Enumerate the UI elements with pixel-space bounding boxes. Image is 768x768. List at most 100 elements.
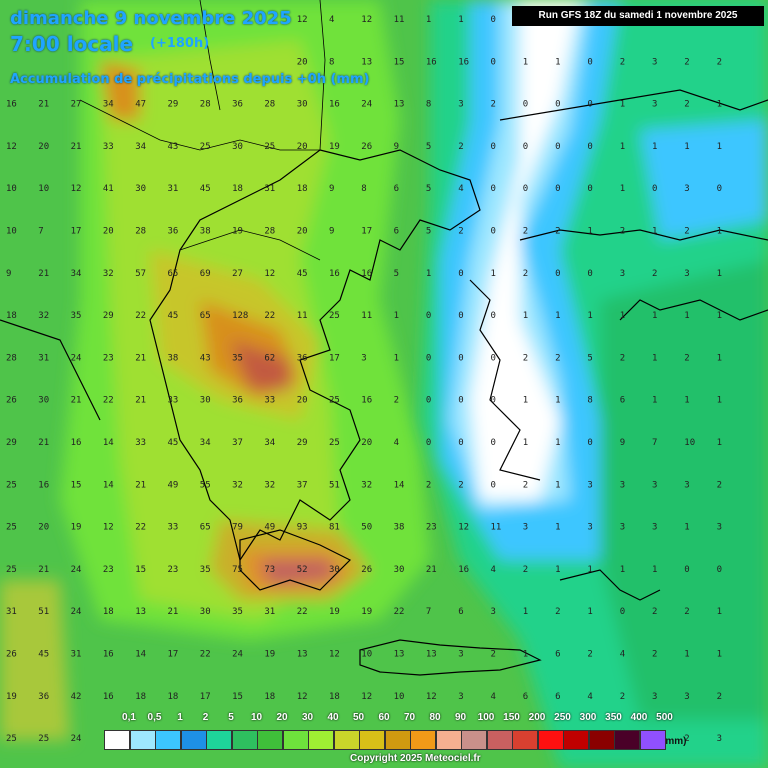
grid-value: 1 (620, 565, 625, 575)
legend-label: 0,5 (147, 712, 162, 723)
grid-value: 1 (652, 565, 657, 575)
grid-value: 9 (620, 438, 625, 448)
grid-value: 15 (394, 57, 405, 67)
grid-value: 20 (38, 523, 49, 533)
grid-value: 1 (523, 607, 528, 617)
grid-value: 8 (329, 57, 334, 67)
grid-value: 42 (71, 692, 82, 702)
grid-value: 50 (361, 523, 372, 533)
grid-value: 6 (555, 692, 560, 702)
grid-value: 21 (168, 607, 179, 617)
grid-value: 26 (6, 650, 17, 660)
grid-value: 22 (135, 523, 146, 533)
grid-value: 21 (38, 269, 49, 279)
grid-value: 25 (264, 142, 275, 152)
grid-value: 9 (329, 227, 334, 237)
grid-value: 2 (491, 100, 496, 110)
grid-value: 2 (717, 692, 722, 702)
grid-value: 13 (361, 57, 372, 67)
run-label: Run GFS 18Z du samedi 1 novembre 2025 (512, 6, 764, 26)
grid-value: 1 (555, 565, 560, 575)
legend-swatch (410, 730, 436, 750)
grid-value: 18 (103, 607, 114, 617)
grid-value: 0 (555, 142, 560, 152)
grid-value: 38 (200, 227, 211, 237)
grid-value: 21 (71, 142, 82, 152)
grid-value: 1 (652, 311, 657, 321)
grid-value: 22 (200, 650, 211, 660)
grid-value: 0 (491, 438, 496, 448)
grid-value: 30 (329, 565, 340, 575)
grid-value: 16 (426, 57, 437, 67)
grid-value: 43 (200, 353, 211, 363)
grid-value: 8 (426, 100, 431, 110)
legend-swatch (257, 730, 283, 750)
grid-value: 31 (38, 353, 49, 363)
grid-value: 7 (38, 227, 43, 237)
grid-value: 0 (458, 396, 463, 406)
grid-value: 29 (6, 438, 17, 448)
grid-value: 12 (6, 142, 17, 152)
grid-value: 4 (491, 565, 496, 575)
grid-value: 0 (587, 100, 592, 110)
grid-value: 25 (329, 438, 340, 448)
grid-value: 22 (394, 607, 405, 617)
grid-value: 51 (38, 607, 49, 617)
legend-swatch (639, 730, 666, 750)
grid-value: 18 (135, 692, 146, 702)
grid-value: 20 (297, 227, 308, 237)
grid-value: 1 (684, 396, 689, 406)
grid-value: 3 (491, 607, 496, 617)
grid-value: 1 (717, 142, 722, 152)
grid-value: 2 (458, 142, 463, 152)
grid-value: 32 (361, 480, 372, 490)
grid-value: 19 (361, 607, 372, 617)
grid-value: 36 (168, 227, 179, 237)
grid-value: 16 (329, 269, 340, 279)
grid-value: 15 (135, 565, 146, 575)
grid-value: 0 (491, 15, 496, 25)
legend-label: 80 (429, 712, 441, 723)
legend-label: 20 (276, 712, 288, 723)
grid-value: 20 (103, 227, 114, 237)
grid-value: 3 (620, 480, 625, 490)
legend-swatch (308, 730, 334, 750)
grid-value: 1 (620, 311, 625, 321)
grid-value: 4 (394, 438, 399, 448)
legend-swatch (231, 730, 258, 750)
grid-value: 9 (6, 269, 11, 279)
grid-value: 30 (297, 100, 308, 110)
grid-value: 11 (491, 523, 502, 533)
grid-value: 23 (168, 565, 179, 575)
legend-label: 70 (403, 712, 416, 723)
legend-label: 100 (477, 712, 495, 723)
legend-label: 1 (177, 712, 183, 723)
grid-value: 12 (426, 692, 437, 702)
grid-value: 31 (264, 607, 275, 617)
grid-value: 45 (168, 438, 179, 448)
grid-value: 1 (652, 396, 657, 406)
grid-value: 2 (523, 227, 528, 237)
grid-value: 93 (297, 523, 308, 533)
grid-value: 35 (232, 353, 243, 363)
grid-value: 26 (361, 565, 372, 575)
grid-value: 0 (523, 100, 528, 110)
grid-value: 32 (38, 311, 49, 321)
grid-value: 1 (717, 650, 722, 660)
grid-value: 25 (6, 734, 17, 744)
grid-value: 19 (329, 607, 340, 617)
legend-label: 400 (630, 712, 648, 723)
grid-value: 36 (297, 353, 308, 363)
grid-value: 0 (491, 227, 496, 237)
grid-value: 18 (168, 692, 179, 702)
grid-value: 45 (297, 269, 308, 279)
grid-value: 1 (684, 142, 689, 152)
grid-value: 15 (232, 692, 243, 702)
grid-value: 10 (6, 227, 17, 237)
grid-value: 0 (587, 57, 592, 67)
grid-value: 20 (297, 57, 308, 67)
grid-value: 12 (103, 523, 114, 533)
grid-value: 3 (684, 184, 689, 194)
grid-value: 2 (555, 227, 560, 237)
legend-label: 300 (579, 712, 597, 723)
